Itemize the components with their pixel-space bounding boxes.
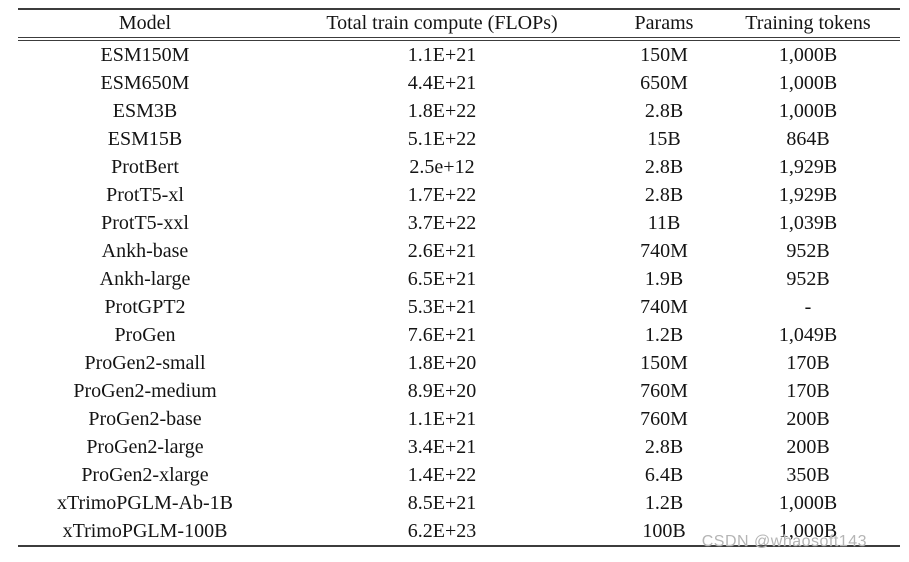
table-cell: 952B — [786, 267, 830, 290]
table-cell: 200B — [786, 407, 830, 430]
table-cell: 2.8B — [644, 183, 684, 206]
column-header-params: Params — [634, 12, 694, 34]
table-cell: 1,929B — [778, 183, 838, 206]
table-cell: 11B — [647, 211, 681, 234]
table-row-ankh-large: Ankh-large 6.5E+21 1.9B 952B — [18, 265, 900, 293]
table-header: Model Total train compute (FLOPs) Params Tr… — [18, 9, 900, 39]
table-row-progen2-large: ProGen2-large 3.4E+21 2.8B 200B — [18, 433, 900, 461]
table-cell: 740M — [640, 295, 688, 318]
table-cell: ESM150M — [100, 43, 190, 66]
table-row-protbert: ProtBert 2.5e+12 2.8B 1,929B — [18, 153, 900, 181]
column-header-training-tokens: Training tokens — [745, 12, 871, 34]
table-row-progen2-base: ProGen2-base 1.1E+21 760M 200B — [18, 405, 900, 433]
table-cell: 2.8B — [644, 99, 684, 122]
table-cell: 6.4B — [644, 463, 684, 486]
table-cell: 650M — [640, 71, 688, 94]
table-cell: Ankh-base — [101, 239, 189, 262]
table-cell: 1,000B — [778, 491, 838, 514]
table-row-esm15b: ESM15B 5.1E+22 15B 864B — [18, 125, 900, 153]
table-cell: 3.4E+21 — [407, 435, 477, 458]
table-cell: 1,000B — [778, 519, 838, 542]
table-cell: 2.8B — [644, 155, 684, 178]
table-cell: ProGen2-small — [84, 351, 206, 374]
table-cell: 6.2E+23 — [407, 519, 477, 542]
table-cell: 760M — [640, 379, 688, 402]
table-cell: 350B — [786, 463, 830, 486]
table-cell: 1.8E+20 — [407, 351, 477, 374]
table-cell: 1.2B — [644, 323, 684, 346]
table-cell: 150M — [640, 43, 688, 66]
column-header-model: Model — [118, 12, 172, 34]
table-cell: 5.3E+21 — [407, 295, 477, 318]
table-cell: 7.6E+21 — [407, 323, 477, 346]
column-header-total-train-compute-flops: Total train compute (FLOPs) — [326, 12, 558, 34]
table-cell: Ankh-large — [99, 267, 191, 290]
table-cell: 1,000B — [778, 43, 838, 66]
table-row-esm650m: ESM650M 4.4E+21 650M 1,000B — [18, 69, 900, 97]
table-cell: 8.9E+20 — [407, 379, 477, 402]
table-row-progen2-xlarge: ProGen2-xlarge 1.4E+22 6.4B 350B — [18, 461, 900, 489]
table-row-esm3b: ESM3B 1.8E+22 2.8B 1,000B — [18, 97, 900, 125]
table-cell: 1.2B — [644, 491, 684, 514]
table-row-prott5-xxl: ProtT5-xxl 3.7E+22 11B 1,039B — [18, 209, 900, 237]
table-cell: ProGen2-base — [88, 407, 202, 430]
table-cell: 6.5E+21 — [407, 267, 477, 290]
table-cell: 15B — [647, 127, 681, 150]
table-cell: ProtT5-xxl — [101, 211, 189, 234]
table-cell: 740M — [640, 239, 688, 262]
table-cell: 5.1E+22 — [407, 127, 477, 150]
table-cell: ProtT5-xl — [106, 183, 184, 206]
table-cell: ESM3B — [112, 99, 178, 122]
table-cell: 1.1E+21 — [407, 407, 477, 430]
table-cell: 170B — [786, 379, 830, 402]
table-cell: ESM650M — [100, 71, 190, 94]
table-cell: 864B — [786, 127, 830, 150]
table-cell: 1,929B — [778, 155, 838, 178]
table-cell: ProGen2-large — [86, 435, 204, 458]
table-row-protgpt2: ProtGPT2 5.3E+21 740M - — [18, 293, 900, 321]
table-row-progen2-small: ProGen2-small 1.8E+20 150M 170B — [18, 349, 900, 377]
table-cell: 760M — [640, 407, 688, 430]
table-cell: ESM15B — [107, 127, 183, 150]
table-cell: ProGen2-medium — [73, 379, 217, 402]
table-header-row: Model Total train compute (FLOPs) Params Tr… — [18, 9, 900, 39]
table-cell: 170B — [786, 351, 830, 374]
table-cell: 2.8B — [644, 435, 684, 458]
table-cell: 4.4E+21 — [407, 71, 477, 94]
table-cell: 1,049B — [778, 323, 838, 346]
table-cell: 8.5E+21 — [407, 491, 477, 514]
table-cell: 1,039B — [778, 211, 838, 234]
table-cell: ProtBert — [111, 155, 179, 178]
table-row-prott5-xl: ProtT5-xl 1.7E+22 2.8B 1,929B — [18, 181, 900, 209]
table-cell: 1.4E+22 — [407, 463, 477, 486]
table-cell: 2.6E+21 — [407, 239, 477, 262]
table-cell: 1.7E+22 — [407, 183, 477, 206]
table-row-esm150m: ESM150M 1.1E+21 150M 1,000B — [18, 39, 900, 69]
table-cell: ProGen2-xlarge — [81, 463, 209, 486]
table-cell: ProtGPT2 — [104, 295, 186, 318]
table-cell: 2.5e+12 — [409, 155, 475, 178]
table-cell: 1,000B — [778, 99, 838, 122]
table-cell: 3.7E+22 — [407, 211, 477, 234]
table-cell: 1.8E+22 — [407, 99, 477, 122]
table-cell: ProGen — [114, 323, 176, 346]
table-cell: xTrimoPGLM-Ab-1B — [57, 491, 233, 514]
table-cell: 150M — [640, 351, 688, 374]
table-cell: 1,000B — [778, 71, 838, 94]
table-cell: 100B — [642, 519, 686, 542]
table-row-xtrimopglm-ab-1b: xTrimoPGLM-Ab-1B 8.5E+21 1.2B 1,000B — [18, 489, 900, 517]
table-row-progen: ProGen 7.6E+21 1.2B 1,049B — [18, 321, 900, 349]
table-cell: 200B — [786, 435, 830, 458]
table-cell: 1.9B — [644, 267, 684, 290]
table-row-xtrimopglm-100b: xTrimoPGLM-100B 6.2E+23 100B 1,000B — [18, 517, 900, 546]
table-cell: 1.1E+21 — [407, 43, 477, 66]
model-compute-table: Model Total train compute (FLOPs) Params Tr… — [18, 8, 900, 547]
table-body: ESM150M 1.1E+21 150M 1,000B ESM650M 4.4E+21 65… — [18, 39, 900, 546]
table-row-ankh-base: Ankh-base 2.6E+21 740M 952B — [18, 237, 900, 265]
table-cell: xTrimoPGLM-100B — [62, 519, 228, 542]
table-row-progen2-medium: ProGen2-medium 8.9E+20 760M 170B — [18, 377, 900, 405]
table-cell: 952B — [786, 239, 830, 262]
table-cell: - — [804, 295, 812, 318]
